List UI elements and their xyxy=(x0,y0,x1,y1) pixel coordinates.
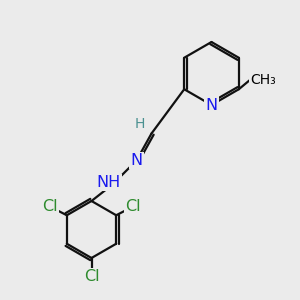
Text: Cl: Cl xyxy=(125,199,140,214)
Text: Cl: Cl xyxy=(84,269,99,284)
Text: CH₃: CH₃ xyxy=(250,73,276,86)
Text: H: H xyxy=(135,117,145,131)
Text: NH: NH xyxy=(97,175,121,190)
Text: N: N xyxy=(206,98,218,112)
Text: N: N xyxy=(130,153,142,168)
Text: Cl: Cl xyxy=(43,199,58,214)
